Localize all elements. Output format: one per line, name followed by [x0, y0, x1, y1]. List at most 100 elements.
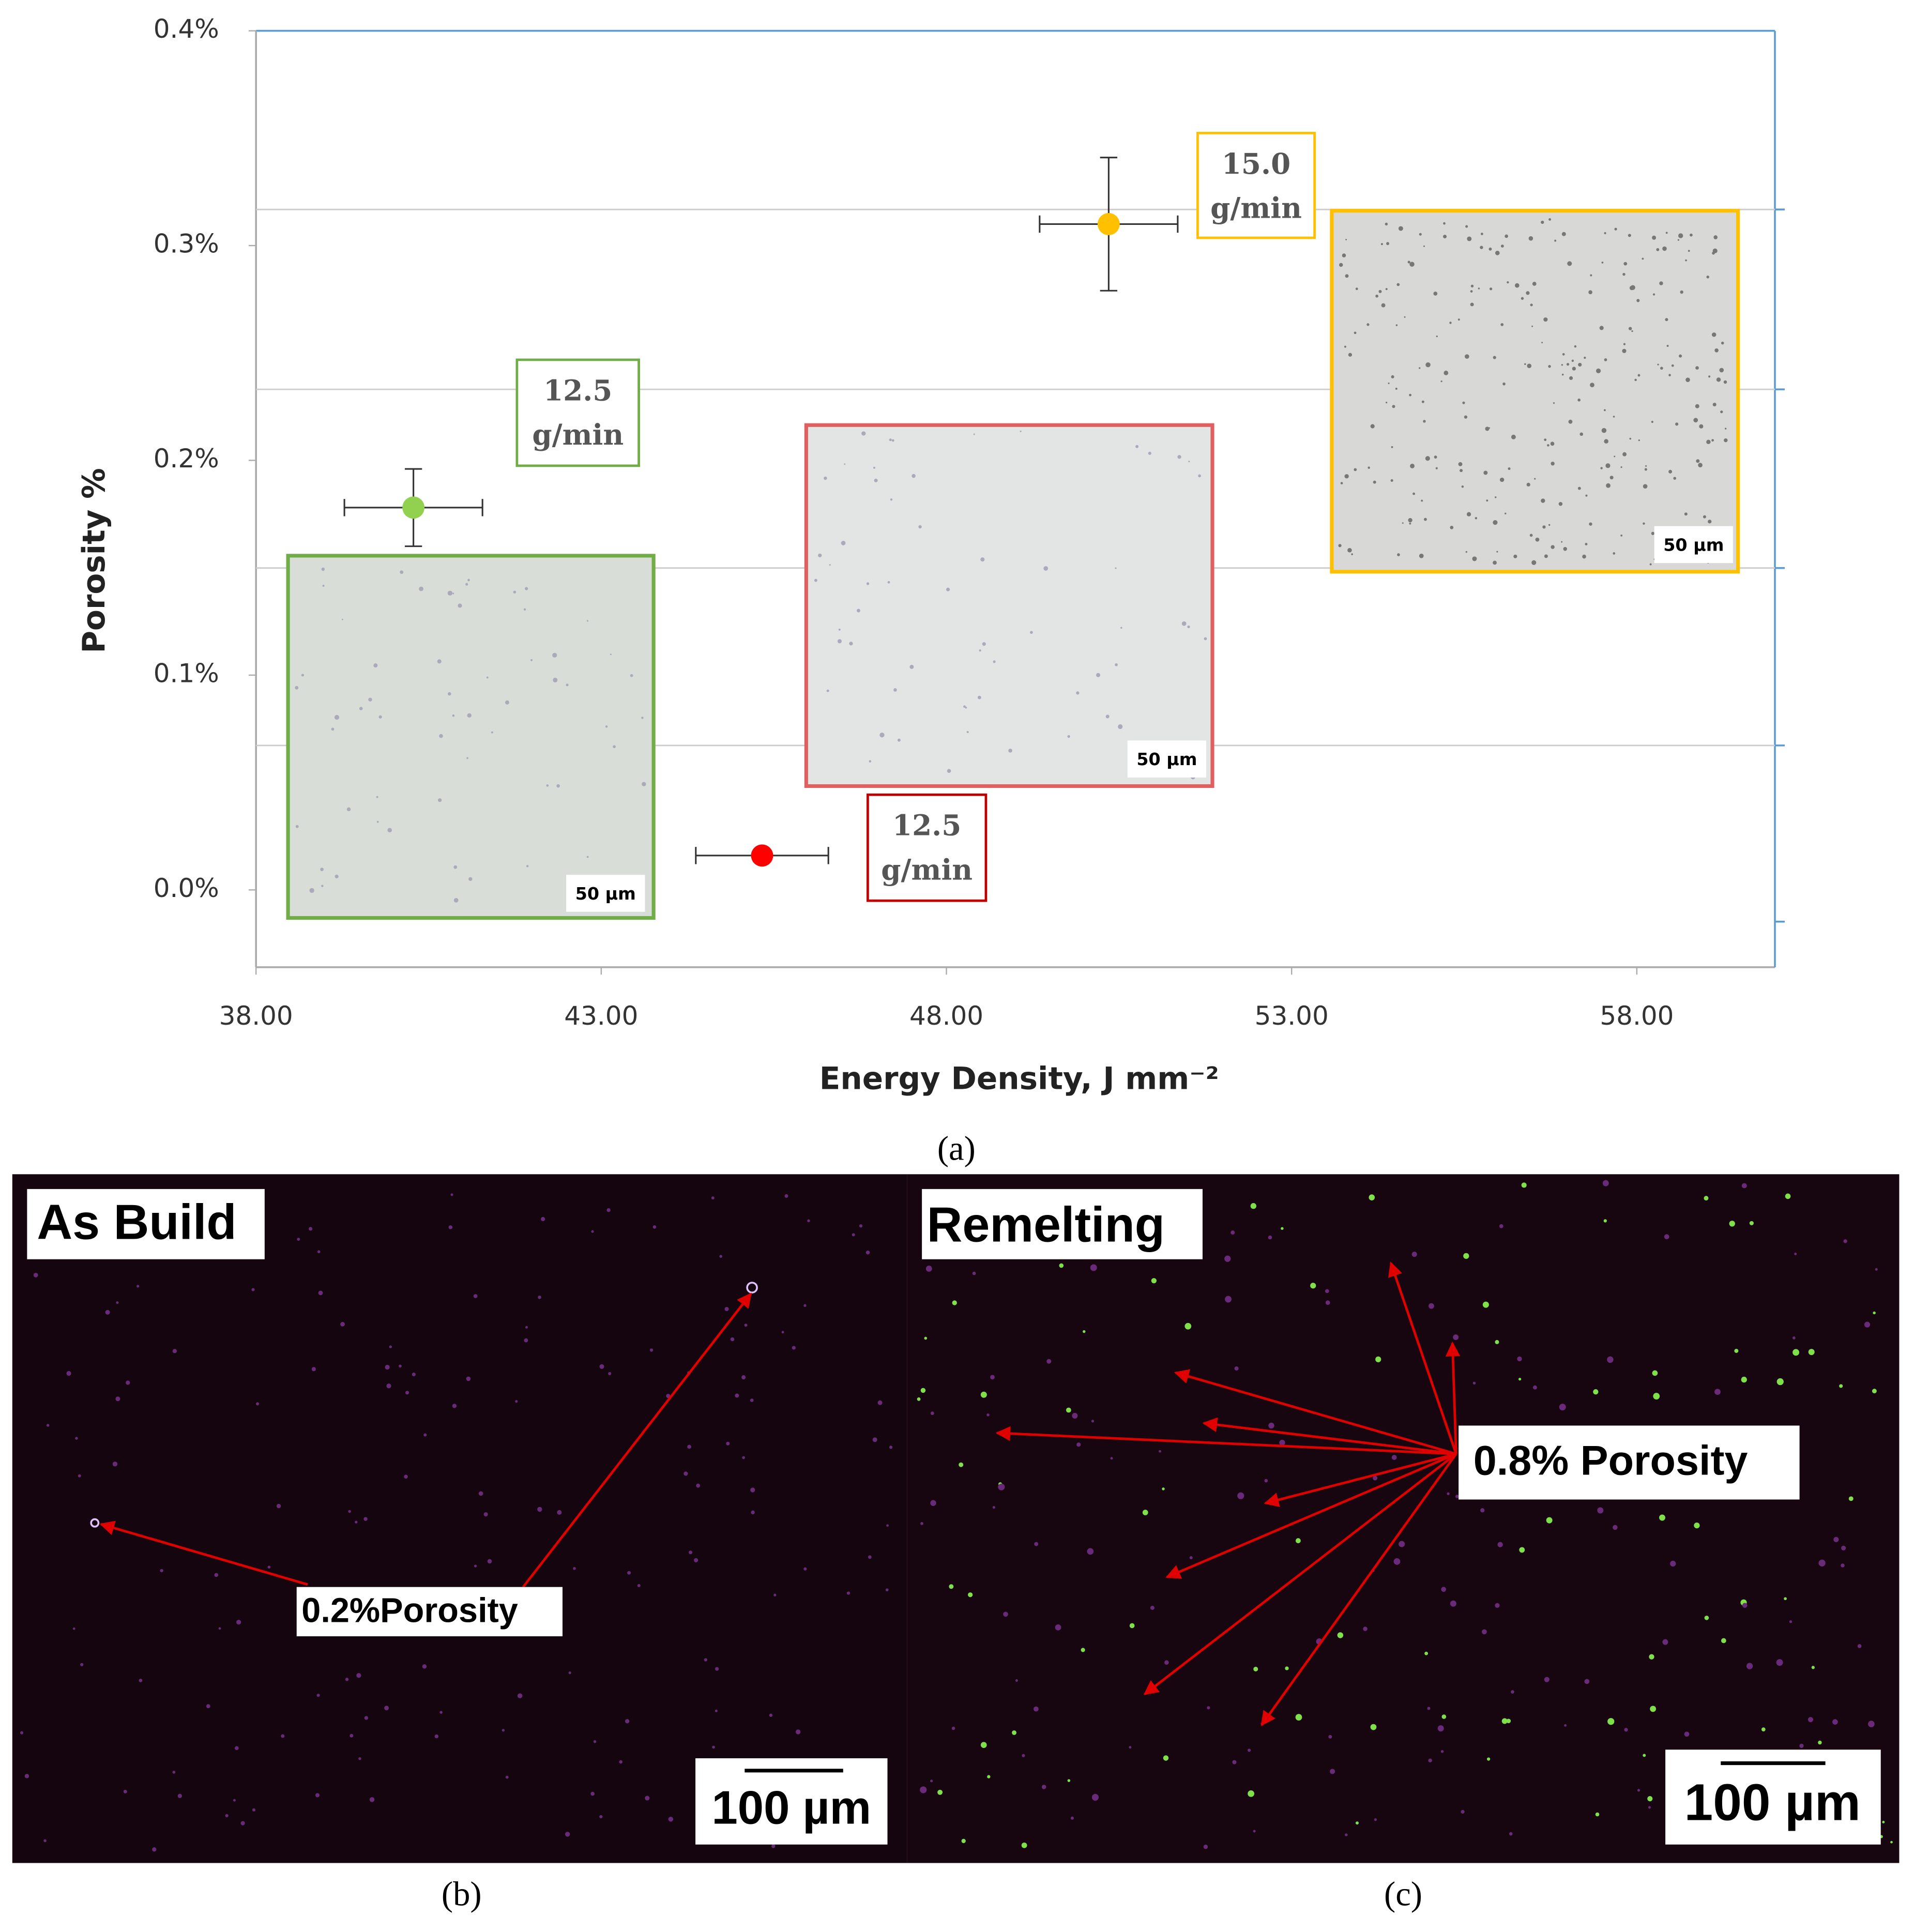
texture-speck	[861, 431, 866, 436]
texture-speck	[321, 885, 324, 887]
pore	[525, 1326, 528, 1329]
pore	[386, 1383, 391, 1389]
pore	[448, 1225, 453, 1229]
pore	[1472, 1381, 1476, 1385]
texture-speck	[1500, 323, 1504, 326]
pore	[1091, 1793, 1099, 1801]
texture-speck	[1483, 470, 1488, 475]
texture-speck	[1543, 317, 1548, 322]
texture-speck	[837, 639, 842, 644]
panel-annotation: 0.2%Porosity	[301, 1591, 518, 1630]
pore	[1864, 1321, 1871, 1328]
texture-speck	[1542, 525, 1546, 529]
panel-b-image	[12, 1174, 907, 1863]
pore	[483, 1512, 488, 1517]
texture-speck	[613, 745, 616, 749]
texture-speck	[1620, 534, 1623, 537]
texture-speck	[887, 581, 890, 584]
pore	[1761, 1727, 1766, 1732]
pore	[515, 1400, 518, 1403]
texture-speck	[1419, 367, 1421, 369]
pore	[689, 1550, 693, 1555]
pore	[1411, 1252, 1417, 1257]
arrow	[1264, 1452, 1456, 1508]
texture-speck	[1695, 404, 1699, 408]
texture-speck	[977, 695, 981, 699]
pore	[1509, 1832, 1513, 1836]
pore	[422, 1664, 427, 1669]
texture-speck	[1606, 483, 1611, 488]
texture-speck	[378, 715, 382, 719]
pore	[90, 1518, 100, 1528]
texture-speck	[1450, 526, 1454, 529]
pore	[139, 1679, 143, 1682]
pore	[389, 1345, 392, 1348]
texture-speck	[341, 618, 343, 620]
pore	[1150, 1605, 1155, 1610]
texture-speck	[400, 570, 404, 574]
pore	[803, 1567, 807, 1571]
pore	[885, 1588, 889, 1592]
arrows	[99, 1261, 1461, 1726]
pore	[769, 1713, 773, 1717]
pore	[43, 1839, 47, 1843]
pore	[1091, 1420, 1095, 1423]
pore	[160, 1569, 163, 1573]
texture-speck	[1622, 272, 1626, 276]
pore	[741, 1375, 746, 1380]
texture-speck	[918, 525, 922, 529]
pore	[868, 1555, 872, 1559]
pore	[744, 1324, 748, 1327]
pore	[1784, 1597, 1787, 1601]
pore	[1785, 1193, 1791, 1199]
texture-speck	[1585, 542, 1588, 545]
y-tick-label: 0.1%	[154, 658, 219, 688]
texture-speck	[946, 587, 950, 591]
pore	[255, 1402, 260, 1406]
pore	[236, 1620, 241, 1625]
pore	[385, 1364, 390, 1370]
pore	[1789, 1620, 1793, 1623]
pore	[1643, 1754, 1646, 1757]
texture-speck	[1541, 498, 1545, 503]
pore	[1110, 1457, 1113, 1460]
texture-speck	[1486, 499, 1488, 502]
pore	[1843, 1239, 1847, 1243]
texture-speck	[1521, 297, 1524, 300]
texture-speck	[1392, 405, 1395, 408]
pore	[1268, 1235, 1272, 1240]
texture-speck	[1660, 367, 1663, 370]
texture-speck	[1711, 439, 1714, 442]
texture-speck	[1636, 299, 1640, 302]
pore	[1650, 1706, 1657, 1712]
texture-speck	[1198, 474, 1201, 478]
inset-scale-label: 50 µm	[1136, 749, 1197, 769]
pore	[1818, 1559, 1826, 1566]
pore	[1225, 1296, 1232, 1303]
pore	[72, 1627, 75, 1630]
texture-speck	[1204, 637, 1207, 641]
texture-speck	[1696, 459, 1700, 463]
pore	[1511, 1690, 1514, 1694]
pore	[1159, 1450, 1161, 1453]
texture-speck	[1622, 348, 1627, 353]
texture-speck	[1688, 250, 1690, 252]
texture-speck	[1407, 261, 1410, 264]
texture-speck	[1571, 359, 1574, 362]
pore	[487, 1559, 492, 1564]
texture-speck	[523, 608, 526, 611]
texture-speck	[1020, 430, 1022, 432]
texture-speck	[1465, 551, 1467, 553]
pore	[439, 1711, 443, 1714]
pore	[524, 1338, 528, 1343]
texture-speck	[1404, 316, 1406, 318]
inset-image	[804, 423, 1214, 788]
pore	[1437, 1725, 1444, 1732]
texture-speck	[1562, 353, 1565, 356]
texture-speck	[1526, 482, 1530, 487]
pore	[1427, 1707, 1431, 1710]
texture-speck	[368, 697, 372, 702]
texture-speck	[1723, 380, 1727, 384]
texture-speck	[1396, 283, 1400, 286]
texture-speck	[1467, 236, 1472, 241]
